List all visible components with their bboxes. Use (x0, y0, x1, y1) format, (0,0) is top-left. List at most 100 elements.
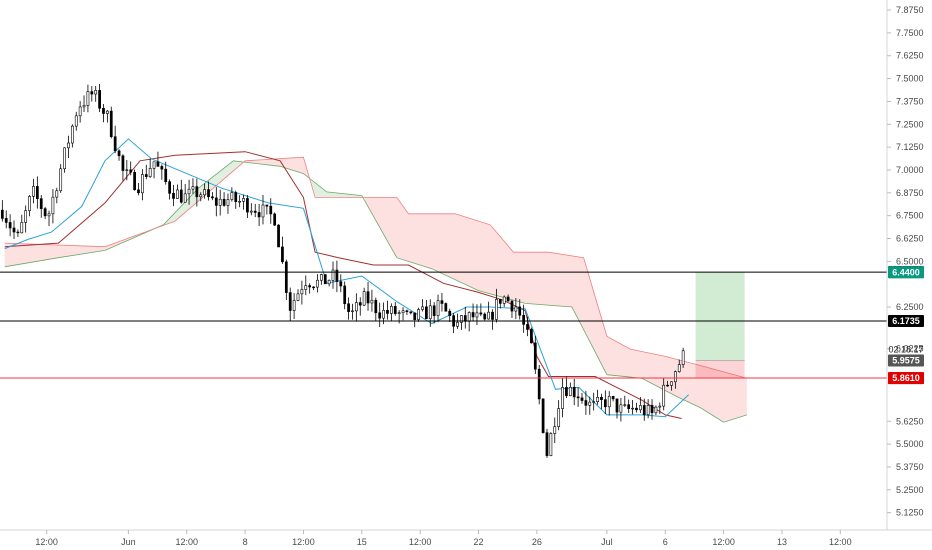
price-tick-label: 7.7500 (896, 28, 924, 38)
candle-body (386, 309, 389, 314)
candle-body (557, 408, 561, 427)
candle-body (277, 224, 280, 248)
price-tag[interactable] (888, 372, 924, 385)
candle-body (677, 364, 681, 372)
candle-body (74, 115, 78, 127)
price-tag[interactable] (888, 266, 924, 279)
price-tag[interactable] (888, 315, 924, 328)
candle-body (296, 293, 300, 301)
price-tag[interactable] (888, 354, 924, 367)
candle-body (141, 174, 144, 194)
candle-body (168, 181, 171, 194)
time-axis[interactable]: 12:00 Jun 12:00 8 12:00 15 12:00 22 26 Jul 6 12:00 1… (35, 530, 852, 547)
candle-body (265, 204, 269, 207)
candle-body (98, 90, 101, 109)
candle-body (479, 312, 483, 315)
position-stop-zone[interactable] (695, 360, 745, 379)
price-tick-label: 6.8750 (896, 188, 924, 198)
time-tick-label: 12:00 (35, 537, 58, 547)
position-target-zone[interactable] (695, 272, 745, 361)
candle-body (28, 196, 31, 211)
price-tick-label: 7.5000 (896, 74, 924, 84)
candle-body (440, 300, 444, 304)
candle-body (164, 168, 168, 182)
candle-body (588, 401, 592, 406)
candle-body (576, 396, 580, 399)
candle-body (409, 311, 413, 314)
candle-body (358, 302, 362, 306)
bar-countdown-label: 02:18:17 (888, 344, 923, 354)
candle-body (491, 311, 494, 320)
candle-body (483, 313, 487, 320)
candle-body (304, 285, 308, 290)
candle-body (16, 231, 20, 234)
candle-body (510, 300, 514, 312)
candle-body (300, 289, 304, 295)
candle-body (463, 315, 467, 322)
candle-body (284, 261, 288, 293)
time-tick-label: 26 (532, 537, 542, 547)
candle-body (86, 91, 90, 106)
candle-body (397, 312, 401, 314)
candle-body (592, 401, 596, 403)
price-tick-label: 6.6250 (896, 234, 924, 244)
candle-body (347, 303, 350, 312)
candle-body (316, 279, 319, 288)
candle-body (160, 166, 164, 170)
candle-body (335, 269, 339, 282)
time-tick-label: 15 (357, 537, 367, 547)
candle-body (362, 291, 366, 306)
candle-body (269, 205, 273, 215)
candle-body (211, 196, 214, 199)
candle-body (55, 190, 59, 198)
candle-body (623, 404, 627, 406)
candle-body (432, 305, 436, 316)
candle-body (230, 192, 234, 200)
candle-body (179, 189, 183, 203)
candle-body (195, 186, 199, 198)
time-tick-label: 6 (663, 537, 668, 547)
candle-body (43, 208, 47, 217)
candle-body (261, 204, 265, 218)
candle-body (20, 222, 24, 234)
candle-body (59, 168, 63, 192)
bear-cloud-segment (4, 228, 156, 267)
candle-body (545, 432, 549, 456)
candle-body (109, 110, 113, 138)
candle-body (374, 299, 378, 314)
candle-body (487, 311, 490, 320)
candle-body (4, 218, 8, 223)
candle-body (631, 407, 634, 410)
price-axis[interactable]: 7.8750 7.7500 7.6250 7.5000 7.3750 7.2500 7.12… (887, 5, 924, 518)
candle-body (281, 246, 284, 263)
candle-body (467, 312, 471, 322)
candle-body (421, 306, 424, 310)
candle-body (12, 227, 16, 233)
time-tick-label: 13 (777, 537, 787, 547)
candle-body (257, 212, 261, 218)
candle-body (121, 155, 125, 171)
candle-body (413, 312, 417, 320)
candle-body (533, 342, 537, 370)
candle-body (646, 405, 650, 416)
candle-body (339, 281, 343, 287)
candle-body (183, 193, 187, 203)
candle-body (51, 196, 55, 215)
candle-body (125, 169, 129, 171)
ichimoku-cloud (4, 156, 748, 423)
candle-body (561, 387, 564, 409)
price-axis-tags: 6.44106.17355.86156.44005.95755.861002:1… (888, 266, 924, 385)
price-tick-label: 6.7500 (896, 211, 924, 221)
candle-body (203, 189, 207, 196)
candle-body (226, 199, 230, 206)
candle-body (378, 312, 382, 319)
candlesticks (0, 83, 685, 458)
conversion-line (4, 138, 689, 418)
time-tick-label: 22 (474, 537, 484, 547)
candle-body (354, 302, 358, 312)
candle-body (249, 210, 253, 213)
bull-cloud-segment (310, 179, 363, 198)
candle-body (654, 406, 658, 414)
